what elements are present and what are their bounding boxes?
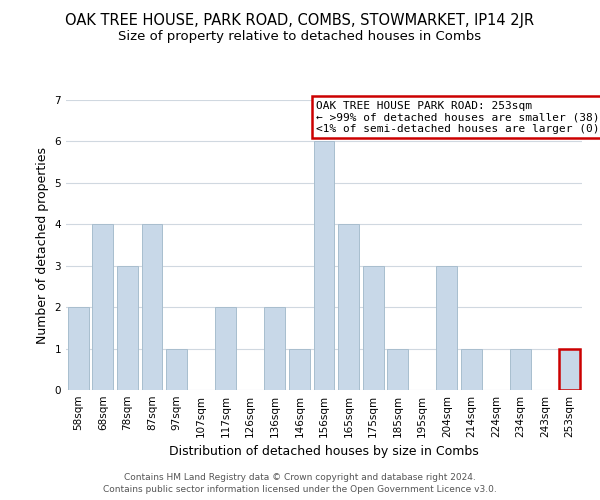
Text: Size of property relative to detached houses in Combs: Size of property relative to detached ho… bbox=[118, 30, 482, 43]
Bar bbox=[92, 224, 113, 390]
Bar bbox=[142, 224, 163, 390]
Bar bbox=[265, 307, 286, 390]
Text: OAK TREE HOUSE, PARK ROAD, COMBS, STOWMARKET, IP14 2JR: OAK TREE HOUSE, PARK ROAD, COMBS, STOWMA… bbox=[65, 12, 535, 28]
Text: OAK TREE HOUSE PARK ROAD: 253sqm
← >99% of detached houses are smaller (38)
<1% : OAK TREE HOUSE PARK ROAD: 253sqm ← >99% … bbox=[316, 100, 600, 134]
Bar bbox=[510, 348, 531, 390]
Bar bbox=[68, 307, 89, 390]
Bar bbox=[559, 348, 580, 390]
Bar bbox=[387, 348, 408, 390]
X-axis label: Distribution of detached houses by size in Combs: Distribution of detached houses by size … bbox=[169, 446, 479, 458]
Bar bbox=[362, 266, 383, 390]
Bar bbox=[215, 307, 236, 390]
Bar bbox=[117, 266, 138, 390]
Text: Contains public sector information licensed under the Open Government Licence v3: Contains public sector information licen… bbox=[103, 485, 497, 494]
Bar bbox=[338, 224, 359, 390]
Text: Contains HM Land Registry data © Crown copyright and database right 2024.: Contains HM Land Registry data © Crown c… bbox=[124, 472, 476, 482]
Bar bbox=[166, 348, 187, 390]
Bar bbox=[461, 348, 482, 390]
Bar bbox=[289, 348, 310, 390]
Bar bbox=[314, 142, 334, 390]
Y-axis label: Number of detached properties: Number of detached properties bbox=[36, 146, 49, 344]
Bar bbox=[436, 266, 457, 390]
